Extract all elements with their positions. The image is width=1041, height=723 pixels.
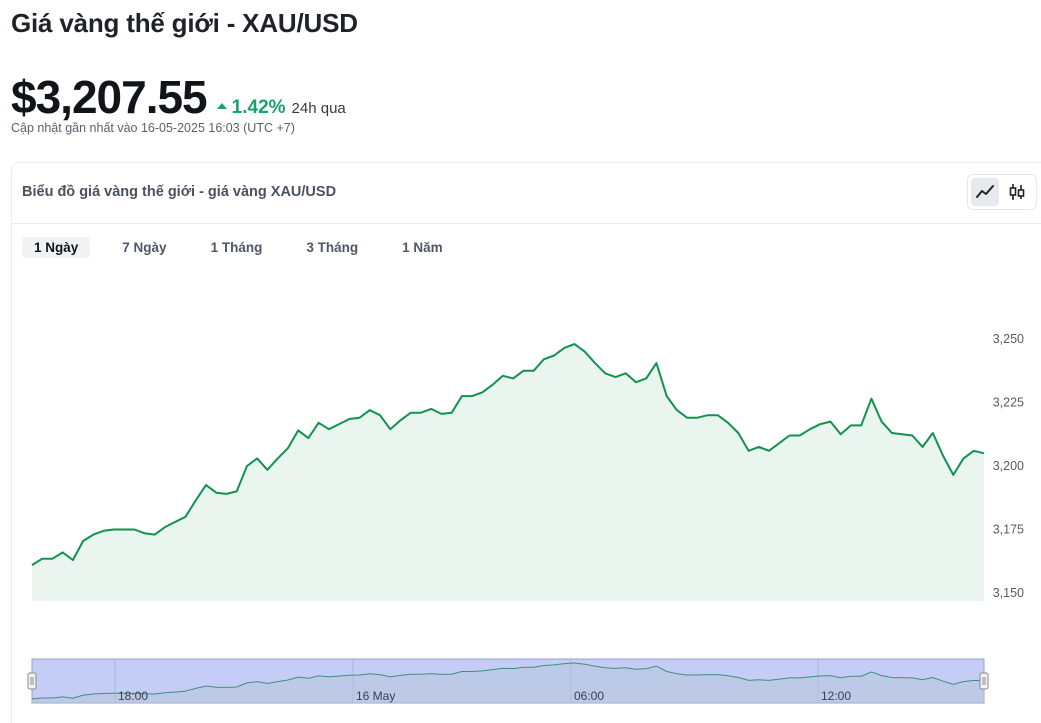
navigator-right-handle[interactable] <box>979 672 989 690</box>
change-period: 24h qua <box>291 100 346 117</box>
tab-1-month[interactable]: 1 Tháng <box>210 240 263 255</box>
timeframe-tabs: 1 Ngày 7 Ngày 1 Tháng 3 Tháng 1 Năm <box>22 237 475 258</box>
tab-1-year[interactable]: 1 Năm <box>402 240 443 255</box>
y-tick-label: 3,200 <box>993 459 1024 473</box>
price-area <box>32 344 984 601</box>
candlestick-chart-button[interactable] <box>1003 178 1031 206</box>
chart-type-toggle <box>967 174 1037 210</box>
price-row: $3,207.55 1.42% 24h qua <box>11 70 346 124</box>
navigator-area <box>32 663 984 703</box>
navigator-left-handle[interactable] <box>27 672 37 690</box>
change-percent: 1.42% <box>231 97 286 118</box>
line-chart-button[interactable] <box>971 178 999 206</box>
page-title: Giá vàng thế giới - XAU/USD <box>11 8 358 38</box>
navigator-time-label: 16 May <box>356 689 395 703</box>
price-change: 1.42% 24h qua <box>216 97 346 119</box>
tab-7-days[interactable]: 7 Ngày <box>122 240 167 255</box>
line-chart-icon <box>976 185 994 198</box>
chart-card: Biểu đồ giá vàng thế giới - giá vàng XAU… <box>11 162 1041 723</box>
chart-card-title: Biểu đồ giá vàng thế giới - giá vàng XAU… <box>22 184 337 200</box>
chart-card-header: Biểu đồ giá vàng thế giới - giá vàng XAU… <box>12 163 1041 224</box>
price-line <box>31 343 985 566</box>
navigator-time-label: 12:00 <box>821 689 851 703</box>
up-arrow-icon <box>216 103 227 109</box>
last-updated: Cập nhật gần nhất vào 16-05-2025 16:03 (… <box>11 121 295 135</box>
tab-3-months[interactable]: 3 Tháng <box>306 240 359 255</box>
candlestick-icon <box>1009 184 1025 200</box>
y-tick-label: 3,250 <box>993 332 1024 346</box>
navigator-time-label: 18:00 <box>118 689 148 703</box>
y-tick-label: 3,175 <box>993 523 1024 537</box>
y-tick-label: 3,225 <box>993 396 1024 410</box>
tab-1-day[interactable]: 1 Ngày <box>22 237 91 258</box>
y-tick-label: 3,150 <box>993 586 1024 600</box>
navigator-time-label: 06:00 <box>574 689 604 703</box>
current-price: $3,207.55 <box>11 71 208 123</box>
navigator-line <box>31 662 985 700</box>
